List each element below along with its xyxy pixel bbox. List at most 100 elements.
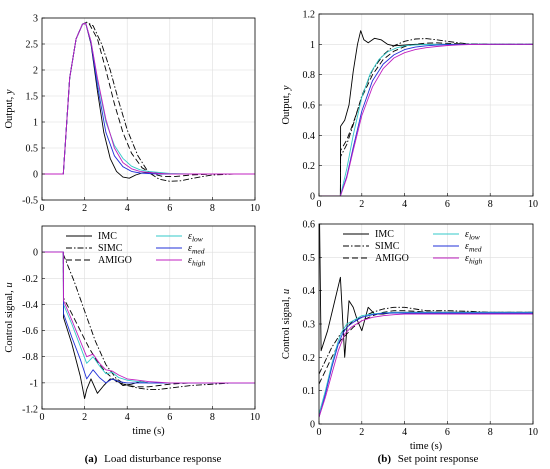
y-tick-label: 0: [310, 420, 315, 431]
series-line-eps-med: [42, 22, 255, 175]
series-line-AMIGO: [42, 251, 255, 388]
caption-a-label: (a): [85, 453, 98, 465]
x-tick-label: 8: [210, 203, 215, 214]
series-line-eps-high: [42, 251, 255, 384]
y-tick-label: -0.4: [22, 300, 38, 311]
legend-label-AMIGO: AMIGO: [375, 253, 409, 264]
x-tick-label: 6: [445, 427, 450, 438]
series-group: [42, 251, 255, 399]
x-tick-label: 4: [402, 427, 407, 438]
series-line-SIMC: [319, 38, 533, 196]
series-line-IMC: [42, 22, 255, 179]
series-line-AMIGO: [42, 22, 255, 178]
legend-label-IMC: IMC: [375, 229, 394, 240]
x-axis-label: time (s): [410, 441, 443, 452]
y-tick-label: 0.4: [303, 131, 316, 142]
panel-b-output: 0 2 4 6 8 10 0 0.2 0.4 0.6 0.8 1 1.2 Output, y: [281, 10, 538, 211]
x-tick-label: 2: [359, 199, 364, 210]
y-tick-label: 2: [33, 66, 38, 77]
x-tick-label: 4: [402, 199, 407, 210]
y-tick-label: -0.2: [22, 274, 38, 285]
series-line-eps-med: [42, 251, 255, 384]
y-tick-label: -1.2: [22, 405, 38, 416]
y-axis-label: Control signal, u: [281, 289, 292, 359]
x-tick-label: 0: [40, 203, 45, 214]
y-tick-label: 0.5: [303, 253, 316, 264]
series-group: [319, 224, 533, 418]
y-tick-label: -0.8: [22, 352, 38, 363]
axes-frame: [41, 225, 256, 410]
legend-label-eps-med: εmed: [465, 241, 482, 254]
x-tick-label: 2: [82, 203, 87, 214]
y-tick-label: 0: [310, 192, 315, 203]
legend-label-AMIGO: AMIGO: [98, 255, 132, 266]
x-tick-label: 8: [488, 427, 493, 438]
y-tick-label: 2.5: [26, 40, 39, 51]
caption-b-label: (b): [378, 453, 392, 465]
x-tick-label: 0: [40, 412, 45, 423]
y-tick-label: -0.6: [22, 326, 38, 337]
x-tick-label: 2: [359, 427, 364, 438]
x-tick-label: 10: [528, 199, 538, 210]
legend-label-IMC: IMC: [98, 231, 117, 242]
x-tick-label: 4: [125, 412, 130, 423]
y-tick-label: 1.2: [303, 10, 316, 21]
y-tick-label: 1: [310, 40, 315, 51]
y-tick-label: 0.1: [303, 386, 316, 397]
panel-b-control: 0 2 4 6 8 10 0 0.1 0.2 0.3 0.4 0.5 0.6 Control signal…: [281, 220, 538, 453]
legend-label-eps-low: εlow: [188, 231, 203, 244]
x-tick-label: 6: [167, 412, 172, 423]
y-axis-label: Output, y: [4, 89, 15, 128]
y-tick-label: 0.4: [303, 286, 316, 297]
series-line-eps-high: [319, 313, 533, 418]
y-tick-label: 0.6: [303, 220, 316, 231]
y-tick-label: -1: [30, 378, 38, 389]
series-line-eps-high: [42, 22, 255, 175]
y-axis-label: Output, y: [281, 85, 292, 124]
y-tick-label: 0: [33, 248, 38, 259]
x-tick-label: 8: [488, 199, 493, 210]
series-group: [319, 30, 533, 196]
series-line-SIMC: [319, 306, 533, 375]
series-line-eps-low: [319, 43, 533, 196]
y-tick-label: 1: [33, 118, 38, 129]
y-tick-label: 1.5: [26, 92, 39, 103]
panel-a-control: 0 2 4 6 8 10 -1.2 -1 -0.8 -0.6 -0.4 -0.2 0 Control si…: [4, 225, 260, 437]
y-tick-label: 0.2: [303, 161, 316, 172]
legend-label-eps-high: εhigh: [188, 255, 206, 268]
series-group: [42, 21, 255, 182]
series-line-eps-low: [319, 311, 533, 415]
legend-label-eps-low: εlow: [465, 229, 480, 242]
x-tick-label: 6: [445, 199, 450, 210]
series-line-SIMC: [42, 251, 255, 390]
y-axis-label: Control signal, u: [4, 282, 15, 352]
x-tick-label: 6: [167, 203, 172, 214]
y-tick-label: 0.2: [303, 353, 316, 364]
x-tick-label: 2: [82, 412, 87, 423]
x-tick-label: 10: [528, 427, 538, 438]
x-tick-label: 4: [125, 203, 130, 214]
y-tick-label: 0.8: [303, 70, 316, 81]
x-axis-label: time (s): [132, 426, 165, 437]
y-tick-label: 0: [33, 170, 38, 181]
x-tick-label: 0: [317, 427, 322, 438]
series-line-eps-low: [42, 22, 255, 175]
y-tick-label: 3: [33, 14, 38, 25]
y-tick-label: 0.5: [26, 144, 39, 155]
x-tick-label: 10: [250, 412, 260, 423]
y-tick-label: -0.5: [22, 196, 38, 207]
legend-label-SIMC: SIMC: [375, 241, 400, 252]
caption-a-text: Load disturbance response: [104, 453, 221, 465]
caption-b: (b) Set point response: [378, 453, 479, 465]
legend-label-eps-high: εhigh: [465, 253, 483, 266]
x-tick-label: 10: [250, 203, 260, 214]
series-line-eps-med: [319, 312, 533, 418]
legend-label-SIMC: SIMC: [98, 243, 123, 254]
svg-text:(b) Set point response: (b) Set point response: [378, 453, 479, 465]
x-tick-label: 8: [210, 412, 215, 423]
series-line-eps-med: [319, 43, 533, 196]
